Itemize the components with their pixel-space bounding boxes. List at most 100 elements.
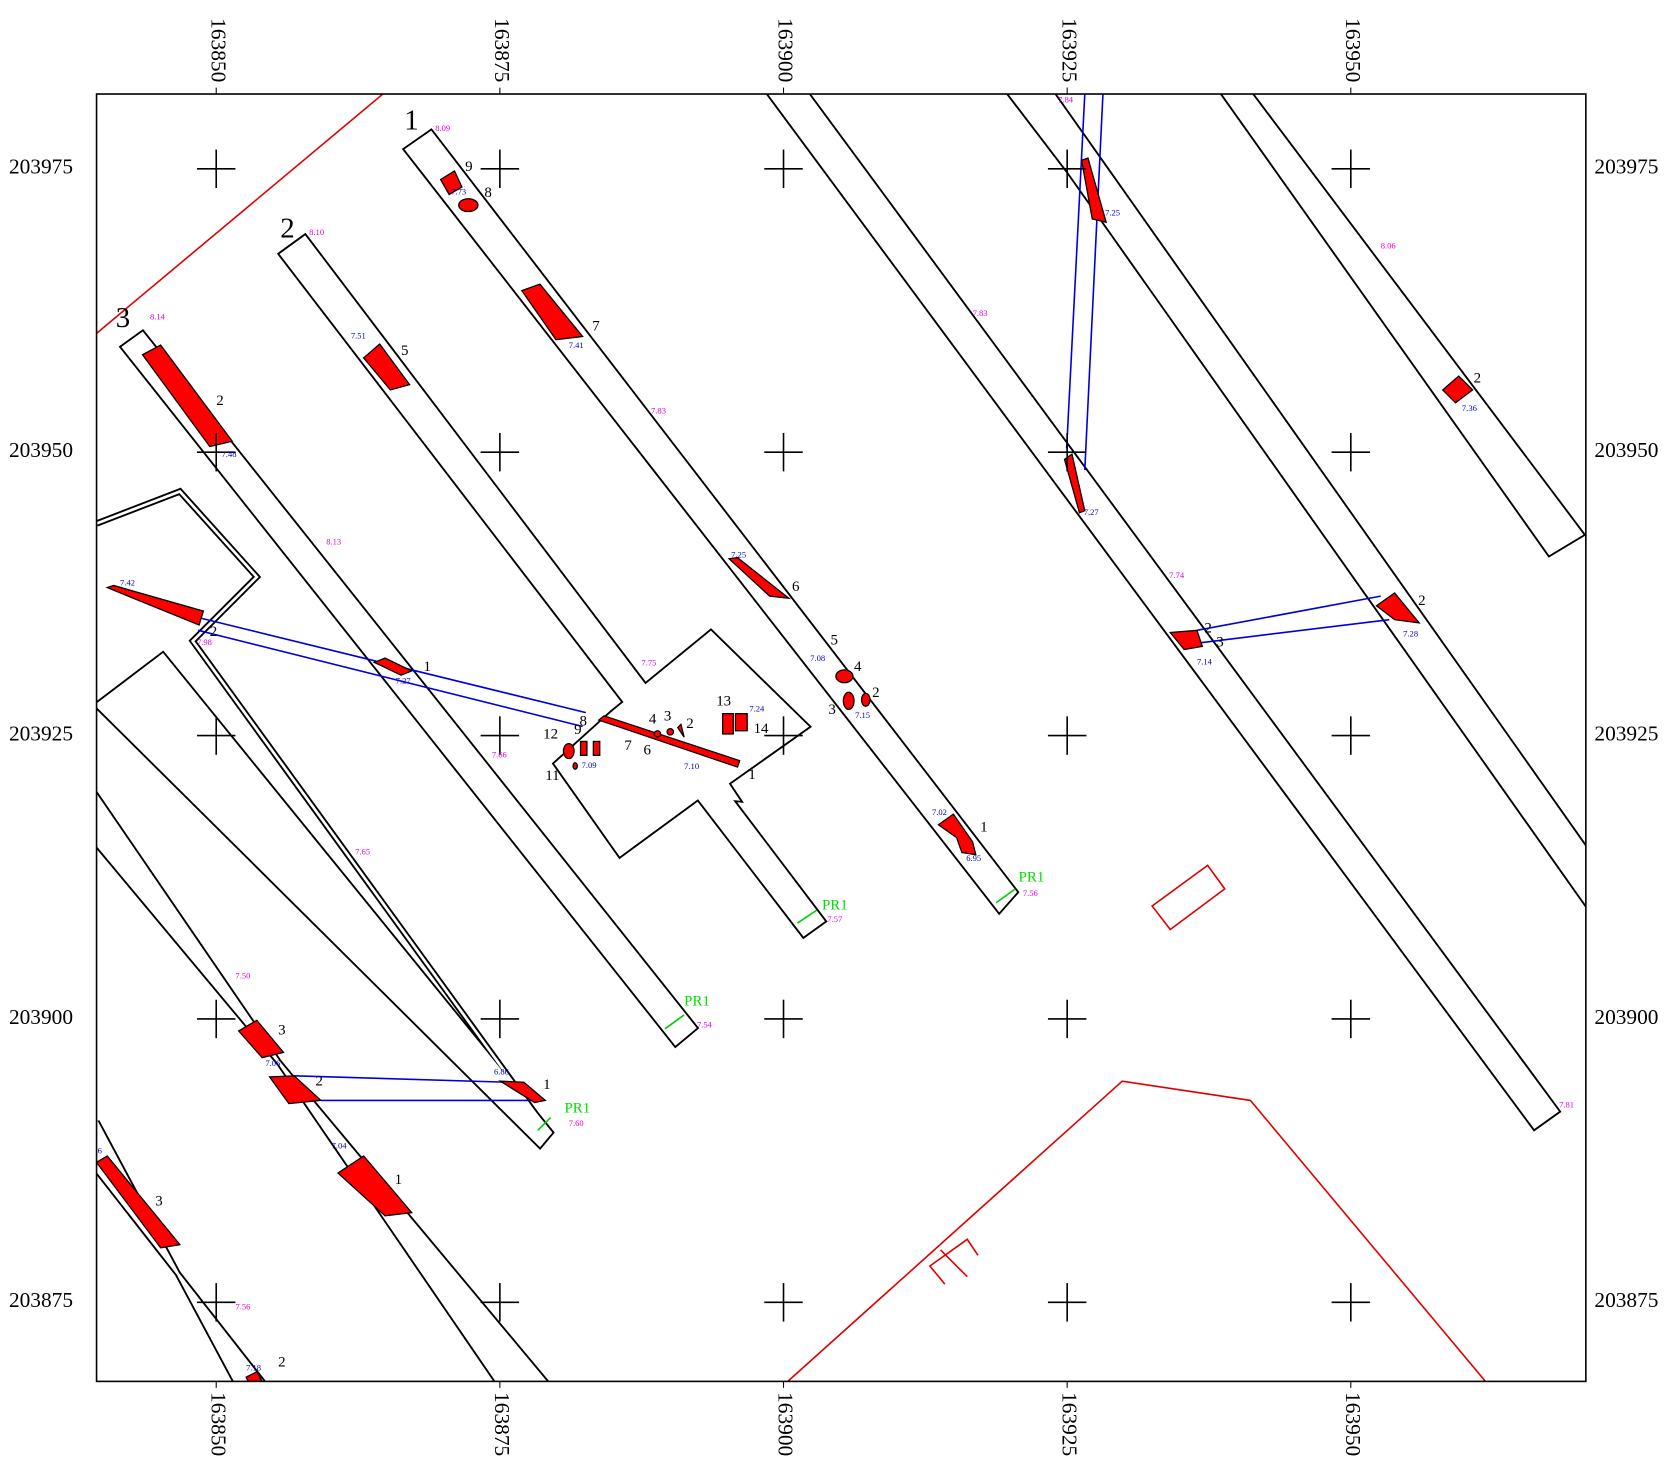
- feature-number: 12: [543, 726, 558, 742]
- elevation-label: 7.25: [1105, 208, 1120, 218]
- y-tick-label-left: 203925: [9, 721, 73, 745]
- section-label: PR1: [684, 994, 710, 1010]
- feature-number: 2: [216, 393, 223, 409]
- feature-number: 1: [423, 659, 430, 675]
- map-frame: [95, 93, 1587, 1383]
- x-tick-label-bottom: 163950: [1341, 1392, 1365, 1456]
- elevation-label: 7.60: [569, 1118, 584, 1128]
- feature-number: 2: [686, 716, 693, 732]
- feature-number: 3: [1216, 635, 1223, 651]
- feature-number: 2: [1204, 621, 1211, 637]
- feature-number: 6: [644, 742, 652, 758]
- elevation-label: 7.27: [1084, 507, 1100, 517]
- elevation-label: 7.10: [684, 761, 699, 771]
- feature-number: 2: [872, 685, 879, 701]
- y-tick-label-right: 203925: [1594, 721, 1658, 745]
- feature-number: 9: [574, 722, 581, 738]
- feature-number: 7: [592, 318, 600, 334]
- x-tick-label-bottom: 163900: [774, 1392, 798, 1456]
- feature-number: 7: [624, 738, 632, 754]
- feature-number: 1: [395, 1172, 402, 1188]
- feature-number: 2: [1474, 371, 1481, 387]
- feature-number: 2: [278, 1355, 285, 1371]
- plan-area: [96, 94, 1586, 1382]
- feature-number: 3: [278, 1022, 285, 1038]
- elevation-label: 7.83: [651, 405, 666, 415]
- elevation-label: 7.27: [396, 676, 412, 686]
- elevation-label: 7.24: [749, 703, 765, 713]
- elevation-label: 7.06: [265, 1058, 281, 1068]
- feature-number: 2: [1418, 593, 1425, 609]
- trench-inner: [96, 94, 1586, 1382]
- section-label: PR1: [822, 897, 848, 913]
- elevation-label: 7.54: [697, 1020, 713, 1030]
- elevation-label: 7.65: [355, 847, 370, 857]
- y-tick-label-right: 203900: [1594, 1005, 1658, 1029]
- feature-number: 1: [543, 1077, 550, 1093]
- elevation-label: 7.73: [451, 186, 466, 196]
- y-tick-label-left: 203900: [9, 1005, 73, 1029]
- feature-number: 3: [828, 702, 835, 718]
- elevation-label: 7.56: [235, 1302, 251, 1312]
- features: [96, 157, 1474, 1382]
- feature-number: 9: [465, 159, 472, 175]
- elevation-label: 7.36: [1462, 403, 1478, 413]
- elevation-label: 7.08: [810, 653, 825, 663]
- feature-number: 13: [716, 693, 731, 709]
- x-tick-label-top: 163850: [206, 18, 230, 82]
- x-tick-label-top: 163875: [490, 18, 514, 82]
- feature-number: 2: [316, 1074, 323, 1090]
- trenches: [96, 94, 1586, 1382]
- x-tick-label-top: 163950: [1341, 18, 1365, 82]
- elevation-label: 7.84: [1058, 94, 1074, 104]
- feature-number: 2: [210, 624, 217, 640]
- elevation-label: 7.15: [855, 710, 870, 720]
- feature-number: 5: [401, 343, 408, 359]
- x-tick-label-bottom: 163850: [206, 1392, 230, 1456]
- feature-number: 8: [579, 714, 586, 730]
- x-tick-label-top: 163900: [774, 18, 798, 82]
- feature-number: 1: [748, 767, 755, 783]
- feature-number: 11: [545, 768, 559, 784]
- elevation-label: 7.83: [973, 308, 988, 318]
- elevation-label: 7.66: [492, 749, 508, 759]
- elevation-label: 7.98: [197, 637, 212, 647]
- elevation-label: 8.09: [435, 123, 450, 133]
- elevation-label: 7.18: [246, 1363, 261, 1373]
- y-tick-label-right: 203875: [1594, 1288, 1658, 1312]
- elevation-label: 8.10: [309, 227, 324, 237]
- elevation-label: 7.04: [332, 1140, 348, 1150]
- trench-number: 3: [116, 302, 130, 334]
- feature-number: 6: [792, 579, 800, 595]
- elevation-label: 7.14: [1197, 656, 1213, 666]
- y-tick-label-left: 203950: [9, 438, 73, 462]
- elevation-label: 6.86: [494, 1067, 510, 1077]
- elevation-label: 7.50: [235, 970, 250, 980]
- elevation-label: 6.95: [966, 853, 981, 863]
- trench-number: 2: [280, 212, 294, 244]
- section-label: PR1: [1019, 870, 1045, 886]
- feature-number: 4: [649, 712, 657, 728]
- elevation-label: 7.57: [827, 914, 843, 924]
- elevation-label: 7.25: [731, 550, 746, 560]
- y-tick-label-left: 203975: [9, 155, 73, 179]
- elevation-label: 8.06: [1381, 241, 1397, 251]
- x-tick-label-bottom: 163925: [1057, 1392, 1081, 1456]
- feature-number: 3: [155, 1193, 162, 1209]
- red-lines: [96, 94, 1487, 1382]
- y-tick-label-right: 203950: [1594, 438, 1658, 462]
- x-tick-label-top: 163925: [1057, 18, 1081, 82]
- elevation-label: 8.14: [150, 311, 166, 321]
- x-tick-label-bottom: 163875: [490, 1392, 514, 1456]
- elevation-label: 7.48: [222, 449, 237, 459]
- elevation-label: 7.42: [120, 577, 135, 587]
- elevation-label: 6: [98, 1146, 103, 1156]
- elevation-label: 7.09: [582, 760, 597, 770]
- elevation-label: 7.51: [351, 330, 366, 340]
- feature-number: 14: [754, 721, 769, 737]
- feature-number: 4: [854, 659, 862, 675]
- section-label: PR1: [564, 1100, 590, 1116]
- feature-number: 5: [831, 632, 838, 648]
- y-tick-label-left: 203875: [9, 1288, 73, 1312]
- feature-number: 8: [484, 185, 491, 201]
